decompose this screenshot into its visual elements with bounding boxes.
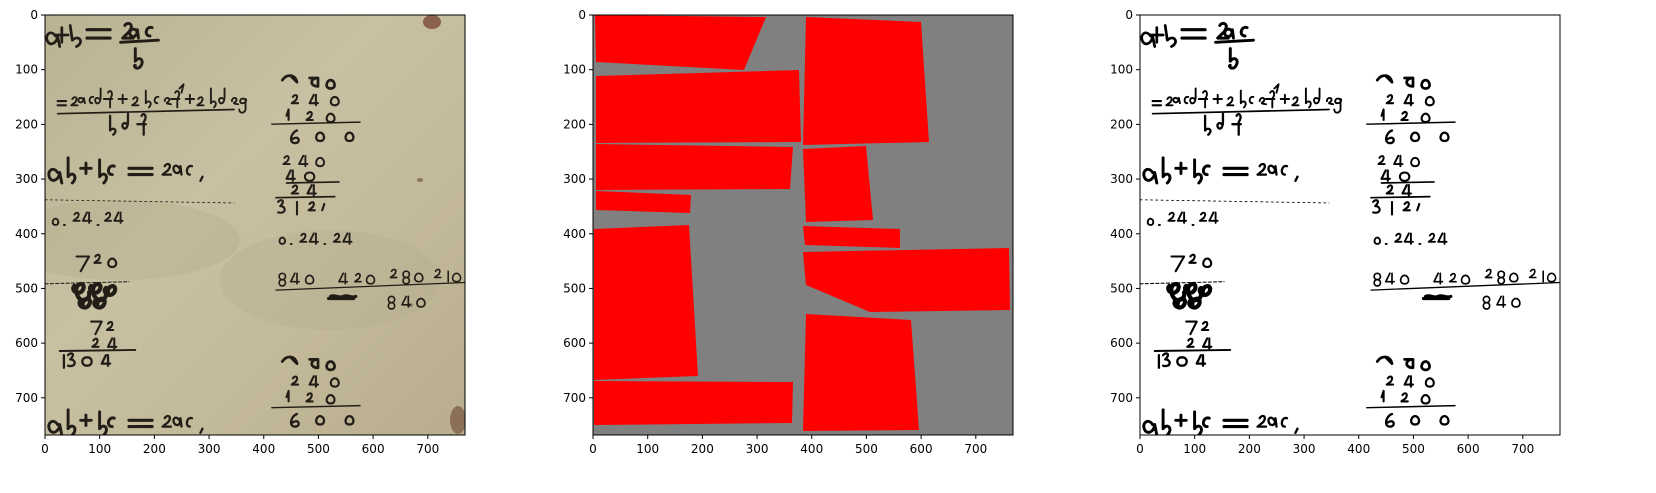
x-tick-label: 100 (636, 442, 659, 456)
x-tick-label: 300 (746, 442, 769, 456)
y-tick-label: 200 (15, 117, 38, 131)
y-tick-label: 500 (15, 281, 38, 295)
x-tick-label: 700 (1511, 442, 1534, 456)
y-tick-label: 600 (15, 336, 38, 350)
x-tick-label: 0 (1136, 442, 1144, 456)
x-tick-label: 300 (198, 442, 221, 456)
x-tick-label: 100 (1183, 442, 1206, 456)
axis-ticks: 0 100 200 300 400 500 600 700 0 100 200 300 400 500 60… (15, 8, 1534, 456)
y-tick-label: 600 (1110, 336, 1133, 350)
panel-original (45, 15, 465, 435)
y-tick-label: 500 (563, 281, 586, 295)
y-tick-label: 300 (563, 172, 586, 186)
mask-region (596, 191, 691, 213)
x-tick-label: 400 (252, 442, 275, 456)
panel-segmentation-mask (593, 15, 1013, 435)
y-tick-label: 100 (563, 63, 586, 77)
x-tick-label: 0 (589, 442, 597, 456)
x-tick-label: 200 (143, 442, 166, 456)
mask-region (803, 17, 929, 145)
y-tick-label: 200 (1110, 117, 1133, 131)
x-tick-label: 0 (41, 442, 49, 456)
mask-region (596, 144, 793, 190)
x-tick-label: 400 (800, 442, 823, 456)
panel-binarized (1140, 15, 1560, 435)
x-tick-label: 500 (855, 442, 878, 456)
binarized-image (1140, 15, 1560, 435)
x-tick-label: 500 (1402, 442, 1425, 456)
x-tick-label: 200 (1238, 442, 1261, 456)
x-tick-label: 500 (307, 442, 330, 456)
mask-region (803, 146, 873, 222)
x-tick-label: 100 (88, 442, 111, 456)
y-tick-label: 100 (15, 63, 38, 77)
y-tick-label: 600 (563, 336, 586, 350)
y-tick-label: 400 (563, 227, 586, 241)
x-tick-label: 400 (1347, 442, 1370, 456)
mask-region (595, 15, 766, 70)
axes-frame-1 (44, 14, 466, 436)
mask-region (803, 248, 1010, 312)
y-tick-label: 0 (1125, 8, 1133, 22)
y-tick-label: 700 (563, 391, 586, 405)
x-tick-label: 600 (362, 442, 385, 456)
x-tick-label: 700 (964, 442, 987, 456)
original-image (45, 15, 465, 435)
y-tick-label: 0 (30, 8, 38, 22)
axes-frame-2 (592, 14, 1014, 436)
x-tick-label: 600 (910, 442, 933, 456)
y-tick-label: 700 (1110, 391, 1133, 405)
mask-region (594, 381, 793, 425)
mask-regions (594, 15, 1010, 431)
y-tick-label: 0 (578, 8, 586, 22)
mask-region (596, 70, 801, 143)
mask-region (594, 225, 698, 380)
mask-region (803, 226, 900, 248)
original-image-texture (45, 15, 465, 435)
y-tick-label: 500 (1110, 281, 1133, 295)
x-tick-label: 700 (416, 442, 439, 456)
axes-frame-3 (1139, 14, 1561, 436)
y-tick-label: 400 (15, 227, 38, 241)
axes-frames (44, 14, 1561, 436)
x-tick-label: 300 (1293, 442, 1316, 456)
y-tick-label: 100 (1110, 63, 1133, 77)
x-tick-label: 600 (1457, 442, 1480, 456)
y-tick-label: 400 (1110, 227, 1133, 241)
y-tick-label: 200 (563, 117, 586, 131)
y-tick-label: 700 (15, 391, 38, 405)
mask-region (803, 314, 919, 431)
x-tick-label: 200 (691, 442, 714, 456)
y-tick-label: 300 (1110, 172, 1133, 186)
y-tick-label: 300 (15, 172, 38, 186)
